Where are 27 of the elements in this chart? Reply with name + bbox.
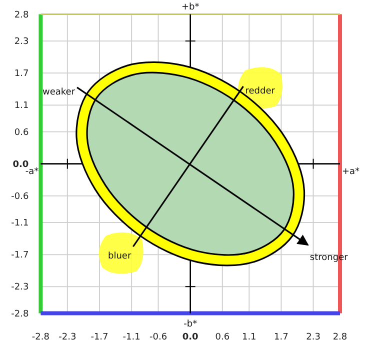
annotation: weaker xyxy=(42,87,76,98)
x-tick-label: -1.7 xyxy=(90,332,108,342)
y-tick-label: -1.1 xyxy=(11,218,29,229)
y-tick-label: 2.3 xyxy=(14,36,29,47)
y-tick-label: 2.8 xyxy=(14,10,29,20)
y-tick-label: -2.3 xyxy=(11,282,29,293)
y-tick-label: -2.8 xyxy=(11,309,29,320)
x-tick-label: -2.3 xyxy=(58,332,76,342)
y-tick-label: -0.6 xyxy=(11,192,29,202)
x-tick-label: 1.1 xyxy=(242,332,256,342)
x-tick-label: 1.7 xyxy=(274,332,288,342)
text: +a* xyxy=(342,166,360,177)
x-tick-label: -1.1 xyxy=(122,332,140,342)
x-tick-label: 0.0 xyxy=(182,332,198,342)
y-tick-label: 1.7 xyxy=(14,69,29,80)
x-tick-label: -0.6 xyxy=(150,332,168,342)
x-tick-label: 2.8 xyxy=(332,332,348,342)
x-tick-label: 2.3 xyxy=(306,332,320,342)
text: -b* xyxy=(184,319,198,330)
y-tick-label: 1.1 xyxy=(14,101,29,112)
x-tick-label: -2.8 xyxy=(32,332,50,342)
annotation: redder xyxy=(245,86,276,96)
x-tick-label: 0.6 xyxy=(215,332,230,342)
text: +b* xyxy=(181,2,200,12)
y-tick-label: 0.6 xyxy=(14,128,29,138)
y-tick-label: -1.7 xyxy=(11,250,29,261)
annotation: bluer xyxy=(108,252,132,262)
